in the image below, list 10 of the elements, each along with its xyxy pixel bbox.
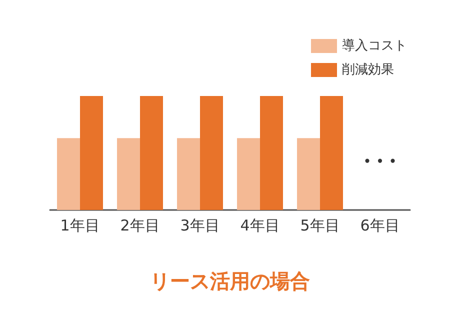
text: リース活用の場合 <box>150 269 310 293</box>
x-tick-label: 4年目 <box>240 216 280 234</box>
x-tick-label: 2年目 <box>120 216 160 234</box>
annotation: • • • <box>363 154 397 170</box>
x-tick-label: 6年目 <box>360 216 400 234</box>
legend-label: 削減効果 <box>342 62 394 78</box>
x-tick-label: 1年目 <box>60 216 100 234</box>
x-tick-label: 3年目 <box>180 216 220 234</box>
x-tick-label: 5年目 <box>300 216 340 234</box>
legend-label: 導入コスト <box>342 38 407 54</box>
